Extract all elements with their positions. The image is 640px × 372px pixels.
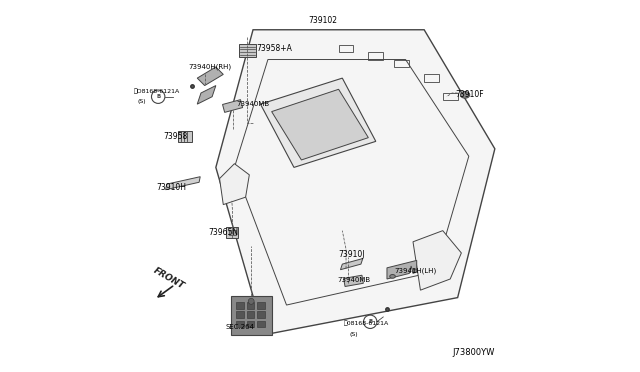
Polygon shape — [413, 231, 461, 290]
Polygon shape — [166, 177, 200, 190]
Polygon shape — [257, 311, 264, 318]
Polygon shape — [260, 78, 376, 167]
Polygon shape — [216, 30, 495, 335]
Polygon shape — [231, 296, 271, 335]
Polygon shape — [197, 67, 223, 86]
Text: 73940MB: 73940MB — [236, 101, 269, 107]
Text: Ⓑ08168-6121A: Ⓑ08168-6121A — [344, 321, 389, 327]
Polygon shape — [257, 321, 264, 327]
Text: (S): (S) — [349, 331, 358, 337]
Text: 73910H: 73910H — [156, 183, 186, 192]
Text: 73910F: 73910F — [456, 90, 484, 99]
Polygon shape — [271, 89, 369, 160]
Text: B: B — [156, 94, 160, 99]
Polygon shape — [236, 321, 244, 327]
Polygon shape — [246, 302, 254, 309]
Polygon shape — [227, 227, 238, 238]
Text: 739102: 739102 — [308, 16, 337, 25]
Polygon shape — [197, 86, 216, 104]
Polygon shape — [246, 311, 254, 318]
Text: 73958+A: 73958+A — [257, 44, 292, 53]
Ellipse shape — [413, 269, 417, 273]
Text: J73800YW: J73800YW — [452, 348, 495, 357]
Polygon shape — [344, 275, 364, 286]
Text: ⒷD8168-6121A: ⒷD8168-6121A — [134, 88, 180, 94]
Polygon shape — [220, 164, 250, 205]
Text: 73940H(RH): 73940H(RH) — [188, 64, 231, 70]
Ellipse shape — [460, 92, 470, 98]
Polygon shape — [387, 260, 417, 279]
Text: 73910J: 73910J — [338, 250, 364, 259]
Ellipse shape — [390, 275, 396, 278]
Polygon shape — [229, 230, 236, 235]
Text: 73958: 73958 — [164, 132, 188, 141]
Text: 73940MB: 73940MB — [338, 277, 371, 283]
Polygon shape — [223, 100, 243, 112]
Polygon shape — [239, 44, 255, 57]
Text: 73941H(LH): 73941H(LH) — [394, 267, 436, 274]
Polygon shape — [257, 302, 264, 309]
Polygon shape — [178, 131, 191, 142]
Polygon shape — [340, 259, 363, 270]
Text: B: B — [368, 319, 372, 324]
Text: 73965N: 73965N — [209, 228, 239, 237]
Polygon shape — [236, 302, 244, 309]
Text: FRONT: FRONT — [152, 266, 186, 291]
Polygon shape — [246, 321, 254, 327]
Text: SEC.264: SEC.264 — [226, 324, 255, 330]
Polygon shape — [236, 311, 244, 318]
Text: (S): (S) — [138, 99, 147, 105]
Circle shape — [248, 298, 254, 304]
